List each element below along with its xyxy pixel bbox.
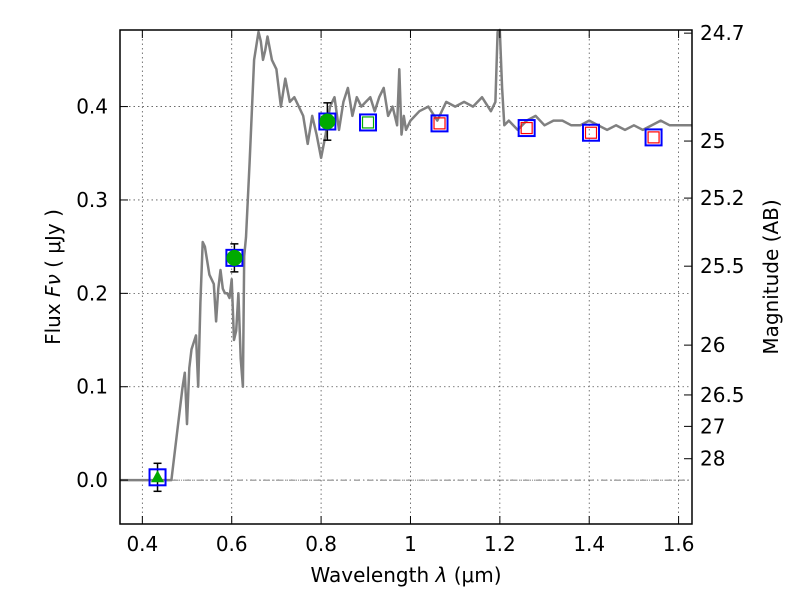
y2-tick-label: 26 — [700, 333, 725, 357]
x-axis-label: Wavelength λ (μm) — [310, 563, 501, 587]
upper-limit-triangle — [151, 470, 165, 483]
x-tick-label: 1 — [404, 532, 417, 556]
detection-point — [319, 113, 336, 130]
photometry-square — [430, 114, 449, 133]
model-square — [520, 121, 533, 135]
model-sed-line — [120, 28, 692, 482]
x-tick-label: 0.6 — [216, 532, 248, 556]
y2-tick-label: 25.5 — [700, 254, 745, 278]
axis-ticks — [120, 30, 680, 524]
photometry-square — [359, 113, 378, 132]
model-square — [584, 126, 598, 139]
y-tick-label: 0.0 — [76, 468, 108, 492]
y-tick-labels: 0.0 0.1 0.2 0.3 0.4 — [76, 95, 108, 493]
photometry-square — [644, 128, 663, 147]
photometry-square — [148, 468, 167, 487]
y-tick-label: 0.2 — [76, 281, 108, 305]
y-tick-label: 0.3 — [76, 188, 108, 212]
x-tick-label: 1.2 — [484, 532, 516, 556]
y2-tick-label: 28 — [700, 447, 725, 471]
y2-tick-label: 26.5 — [700, 383, 745, 407]
y-axis-label: Flux Fν ( μJy ) — [41, 209, 65, 345]
photometry-square — [517, 119, 536, 138]
model-square — [647, 131, 660, 144]
y2-tick-label: 27 — [700, 414, 725, 438]
y-tick-label: 0.4 — [76, 95, 108, 119]
x-tick-label: 0.8 — [305, 532, 337, 556]
detection-point — [226, 249, 243, 266]
x-tick-label: 1.4 — [573, 532, 605, 556]
plot-frame — [119, 29, 693, 525]
y2-tick-label: 24.7 — [700, 21, 745, 45]
x-tick-labels: 0.4 0.6 0.8 1 1.2 1.4 1.6 — [126, 532, 694, 556]
y2-tick-labels: 24.7 25 25.2 25.5 26 26.5 27 28 — [684, 21, 745, 471]
model-square — [433, 117, 446, 130]
grid — [120, 30, 692, 524]
y-tick-label: 0.1 — [76, 375, 108, 399]
model-sed — [120, 28, 692, 482]
photometry-points — [148, 102, 663, 493]
photometry-square — [582, 123, 601, 142]
model-square — [361, 116, 375, 129]
x-tick-label: 1.6 — [663, 532, 695, 556]
y2-axis-label: Magnitude (AB) — [759, 199, 783, 354]
y2-tick-label: 25 — [700, 129, 725, 153]
x-tick-label: 0.4 — [126, 532, 158, 556]
y2-tick-label: 25.2 — [700, 186, 745, 210]
